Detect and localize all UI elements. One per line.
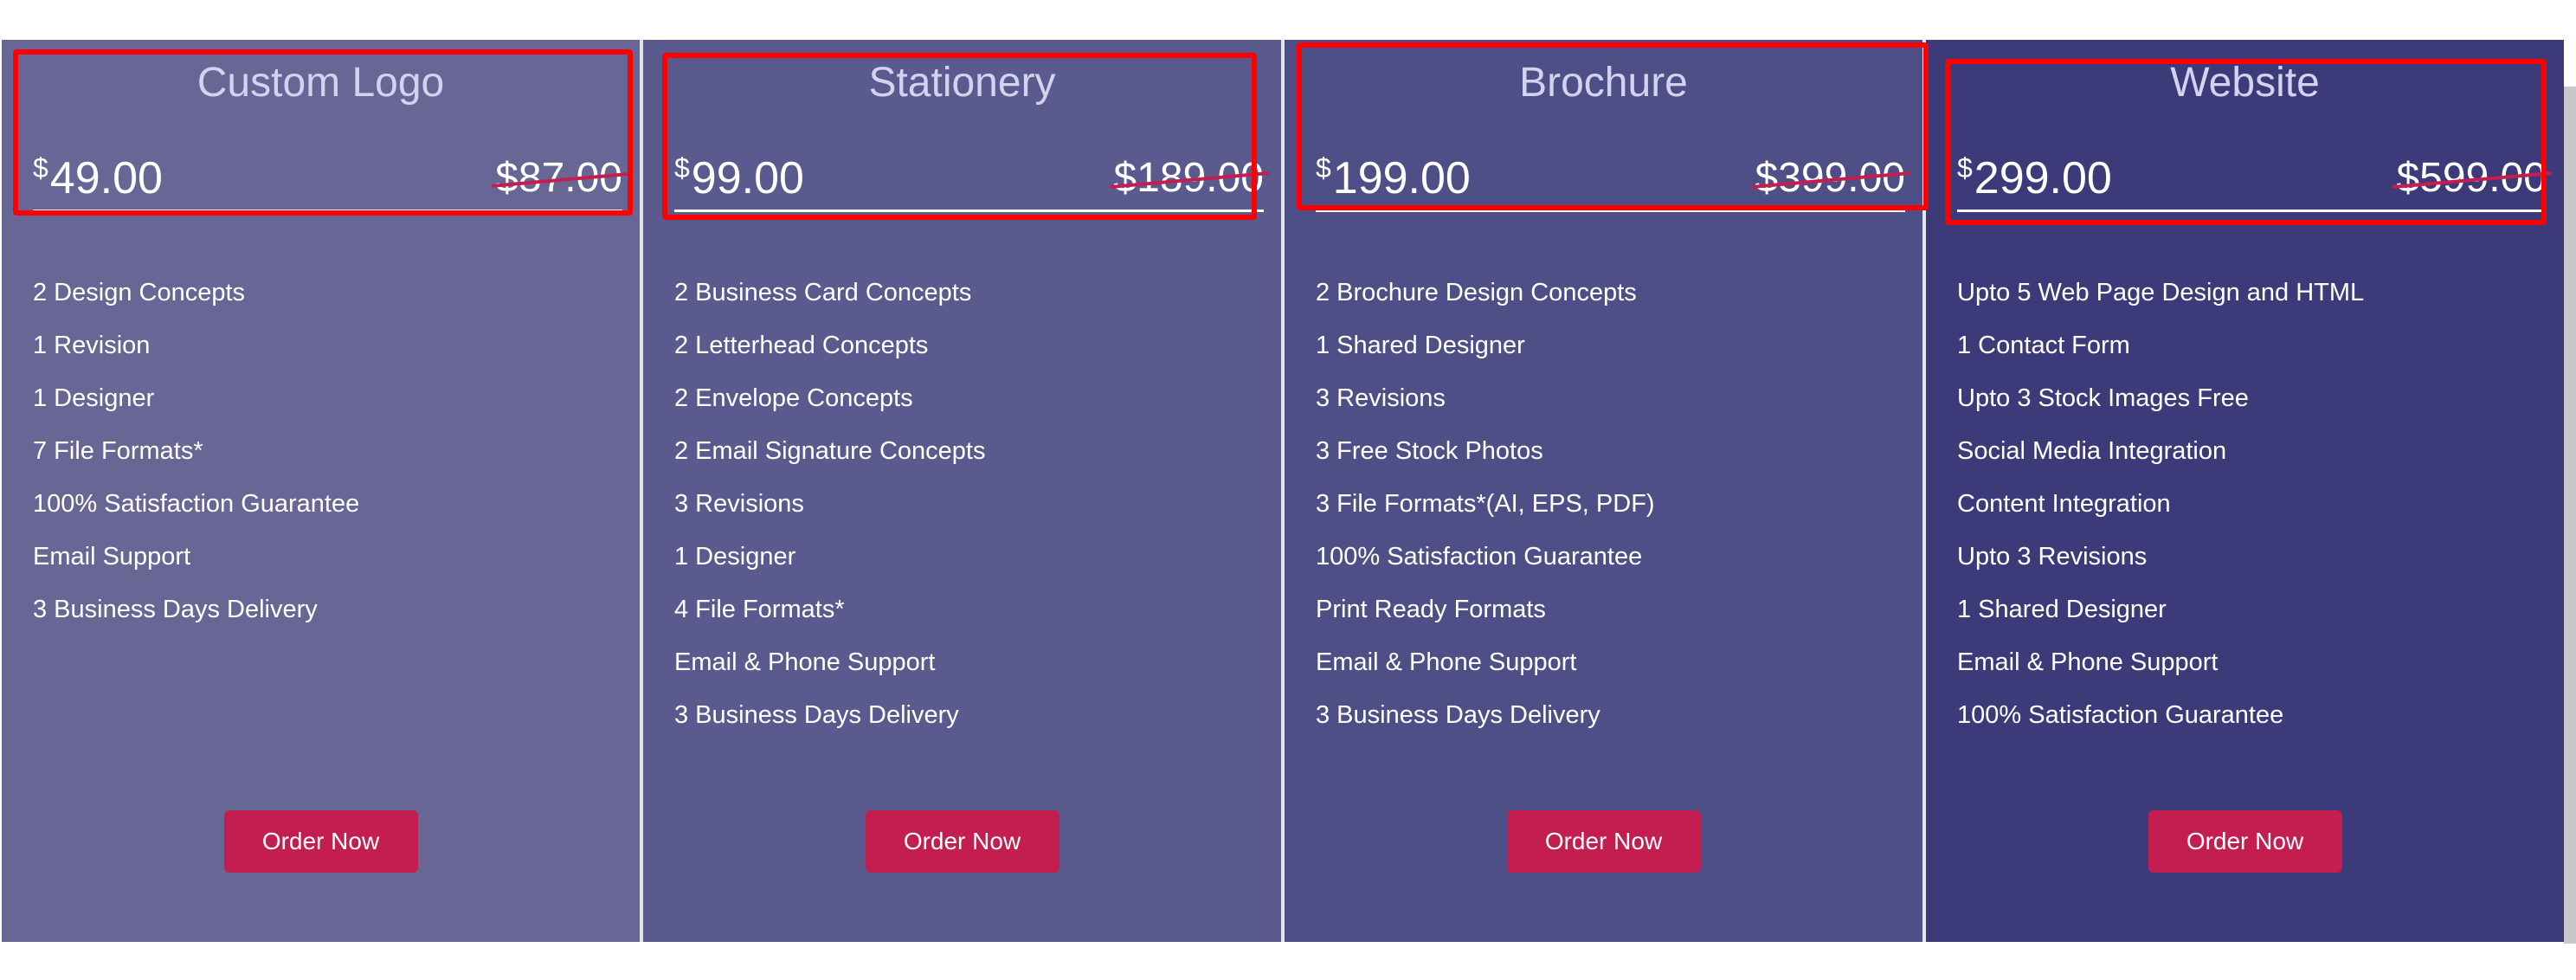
feature-item: 2 Brochure Design Concepts bbox=[1316, 279, 1637, 306]
feature-item: 1 Shared Designer bbox=[1957, 596, 2167, 623]
original-price: $87.00 bbox=[492, 156, 628, 201]
divider bbox=[1957, 210, 2547, 212]
feature-list: 2 Design Concepts 1 Revision 1 Designer 7 F… bbox=[33, 267, 359, 636]
pricing-card-custom-logo: Custom Logo $49.00 $87.00 2 Design Conce… bbox=[2, 40, 640, 942]
original-price: $599.00 bbox=[2392, 156, 2552, 201]
feature-item: Email & Phone Support bbox=[674, 648, 936, 676]
pricing-card-stationery: Stationery $99.00 $189.00 2 Business Car… bbox=[643, 40, 1281, 942]
feature-item: 100% Satisfaction Guarantee bbox=[1316, 543, 1643, 571]
feature-item: 2 Design Concepts bbox=[33, 279, 246, 306]
feature-item: 3 Free Stock Photos bbox=[1316, 437, 1543, 465]
price-row: $299.00 $599.00 bbox=[1957, 142, 2552, 203]
feature-item: 7 File Formats* bbox=[33, 437, 203, 465]
feature-item: Email Support bbox=[33, 543, 191, 571]
plan-title: Custom Logo bbox=[196, 60, 445, 106]
feature-item: Upto 3 Revisions bbox=[1957, 543, 2148, 571]
currency-symbol: $ bbox=[1316, 152, 1331, 184]
pricing-cards: Custom Logo $49.00 $87.00 2 Design Conce… bbox=[2, 40, 2564, 942]
feature-item: Upto 5 Web Page Design and HTML bbox=[1957, 279, 2365, 306]
feature-item: 3 File Formats*(AI, EPS, PDF) bbox=[1316, 490, 1655, 518]
feature-item: 2 Email Signature Concepts bbox=[674, 437, 986, 465]
divider bbox=[674, 210, 1264, 212]
plan-title: Website bbox=[2170, 60, 2320, 106]
feature-item: 3 Revisions bbox=[674, 490, 804, 518]
feature-item: 3 Revisions bbox=[1316, 384, 1446, 412]
feature-item: 4 File Formats* bbox=[674, 596, 845, 623]
price-value: 299.00 bbox=[1974, 153, 2112, 203]
original-price: $189.00 bbox=[1110, 156, 1269, 201]
currency-symbol: $ bbox=[1957, 152, 1973, 184]
feature-item: 100% Satisfaction Guarantee bbox=[33, 490, 360, 518]
feature-item: Upto 3 Stock Images Free bbox=[1957, 384, 2249, 412]
price-row: $99.00 $189.00 bbox=[674, 142, 1269, 203]
scrollbar[interactable] bbox=[2564, 87, 2576, 944]
feature-item: Email & Phone Support bbox=[1957, 648, 2219, 676]
feature-list: Upto 5 Web Page Design and HTML 1 Contact… bbox=[1957, 267, 2364, 742]
feature-item: 100% Satisfaction Guarantee bbox=[1957, 701, 2284, 729]
feature-item: Social Media Integration bbox=[1957, 437, 2227, 465]
feature-item: 2 Envelope Concepts bbox=[674, 384, 913, 412]
pricing-card-brochure: Brochure $199.00 $399.00 2 Brochure Desi… bbox=[1285, 40, 1922, 942]
current-price: $299.00 bbox=[1957, 152, 2112, 203]
feature-list: 2 Business Card Concepts 2 Letterhead Con… bbox=[674, 267, 985, 742]
order-now-button[interactable]: Order Now bbox=[1506, 810, 1701, 873]
divider bbox=[1316, 210, 1905, 212]
price-row: $49.00 $87.00 bbox=[33, 142, 628, 203]
feature-list: 2 Brochure Design Concepts 1 Shared Desig… bbox=[1316, 267, 1655, 742]
feature-item: 2 Business Card Concepts bbox=[674, 279, 972, 306]
original-price: $399.00 bbox=[1751, 156, 1910, 201]
currency-symbol: $ bbox=[33, 152, 48, 184]
feature-item: 1 Designer bbox=[674, 543, 796, 571]
order-now-button[interactable]: Order Now bbox=[223, 810, 418, 873]
currency-symbol: $ bbox=[674, 152, 690, 184]
current-price: $199.00 bbox=[1316, 152, 1471, 203]
divider bbox=[33, 210, 622, 212]
feature-item: 1 Designer bbox=[33, 384, 155, 412]
feature-item: 1 Contact Form bbox=[1957, 332, 2130, 359]
feature-item: 2 Letterhead Concepts bbox=[674, 332, 929, 359]
feature-item: 1 Revision bbox=[33, 332, 151, 359]
feature-item: 3 Business Days Delivery bbox=[1316, 701, 1600, 729]
feature-item: 1 Shared Designer bbox=[1316, 332, 1525, 359]
pricing-card-website: Website $299.00 $599.00 Upto 5 Web Page … bbox=[1926, 40, 2564, 942]
price-value: 49.00 bbox=[49, 153, 163, 203]
price-value: 199.00 bbox=[1332, 153, 1471, 203]
order-now-button[interactable]: Order Now bbox=[865, 810, 1059, 873]
plan-title: Brochure bbox=[1519, 60, 1688, 106]
price-row: $199.00 $399.00 bbox=[1316, 142, 1910, 203]
order-now-button[interactable]: Order Now bbox=[2148, 810, 2342, 873]
feature-item: Email & Phone Support bbox=[1316, 648, 1577, 676]
feature-item: 3 Business Days Delivery bbox=[33, 596, 318, 623]
feature-item: 3 Business Days Delivery bbox=[674, 701, 959, 729]
feature-item: Print Ready Formats bbox=[1316, 596, 1546, 623]
current-price: $49.00 bbox=[33, 152, 163, 203]
current-price: $99.00 bbox=[674, 152, 804, 203]
price-value: 99.00 bbox=[691, 153, 804, 203]
feature-item: Content Integration bbox=[1957, 490, 2171, 518]
plan-title: Stationery bbox=[868, 60, 1056, 106]
